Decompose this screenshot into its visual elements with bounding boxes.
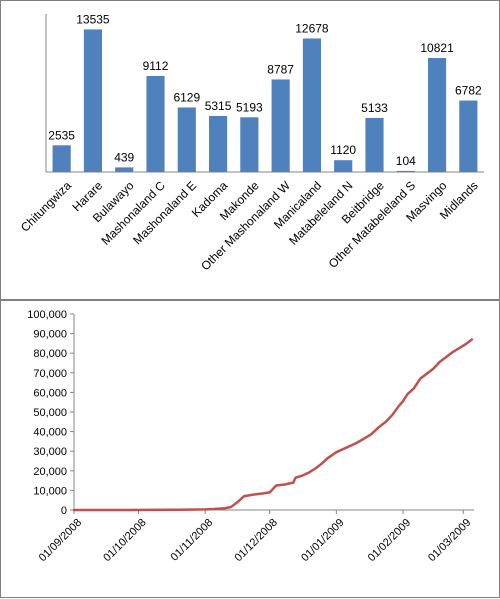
bar-data-label: 2535 [48,128,75,142]
line-y-tick-label: 10,000 [33,485,67,497]
bar-midlands [459,100,478,172]
line-y-tick-label: 50,000 [33,407,67,419]
bar-data-label: 5193 [236,100,263,114]
line-y-tick-label: 40,000 [33,427,67,439]
bar-data-label: 8787 [267,62,294,76]
bar-bulawayo [115,167,134,172]
bar-data-label: 6782 [455,84,482,98]
bar-harare [83,29,103,173]
bar-chart: 2535Chitungwiza13535Harare439Bulawayo911… [0,0,500,300]
line-y-tick-label: 60,000 [33,387,67,399]
bar-data-label: 6129 [173,90,200,104]
bar-data-label: 12678 [295,21,329,35]
line-chart: 0 10,000 20,000 30,000 40,000 50,000 60,000 70,… [0,300,500,598]
bar-matabeleland-n [334,160,353,172]
bar-data-label: 9112 [143,59,169,73]
bar-data-label: 1120 [330,143,356,157]
bar-data-label: 13535 [76,12,110,26]
line-y-tick-label: 80,000 [33,348,67,360]
bar-kadoma [209,116,228,172]
bar-other-mashonaland-w [271,79,290,172]
line-y-tick-label: 0 [61,505,67,517]
line-series-0 [72,338,474,512]
bar-mashonaland-e [177,107,196,172]
bar-masvingo [428,58,447,172]
line-y-tick-label: 30,000 [33,446,67,458]
bar-chitungwiza [52,145,71,172]
bar-beitbridge [365,117,384,172]
line-chart-frame [0,300,500,598]
bar-data-label: 5315 [205,99,232,113]
bar-data-label: 439 [114,150,134,164]
line-y-tick-label: 70,000 [33,368,67,380]
bar-manicaland [302,38,322,173]
bar-data-label: 10821 [420,41,454,55]
bar-mashonaland-c [146,76,165,172]
line-y-tick-label: 100,000 [27,309,67,321]
bar-makonde [240,117,259,172]
bar-data-label: 5133 [361,101,388,115]
bar-data-label: 104 [396,154,416,168]
bar-other-matabeleland-s [396,170,415,172]
line-y-tick-label: 90,000 [33,329,67,341]
line-y-tick-label: 20,000 [33,466,67,478]
